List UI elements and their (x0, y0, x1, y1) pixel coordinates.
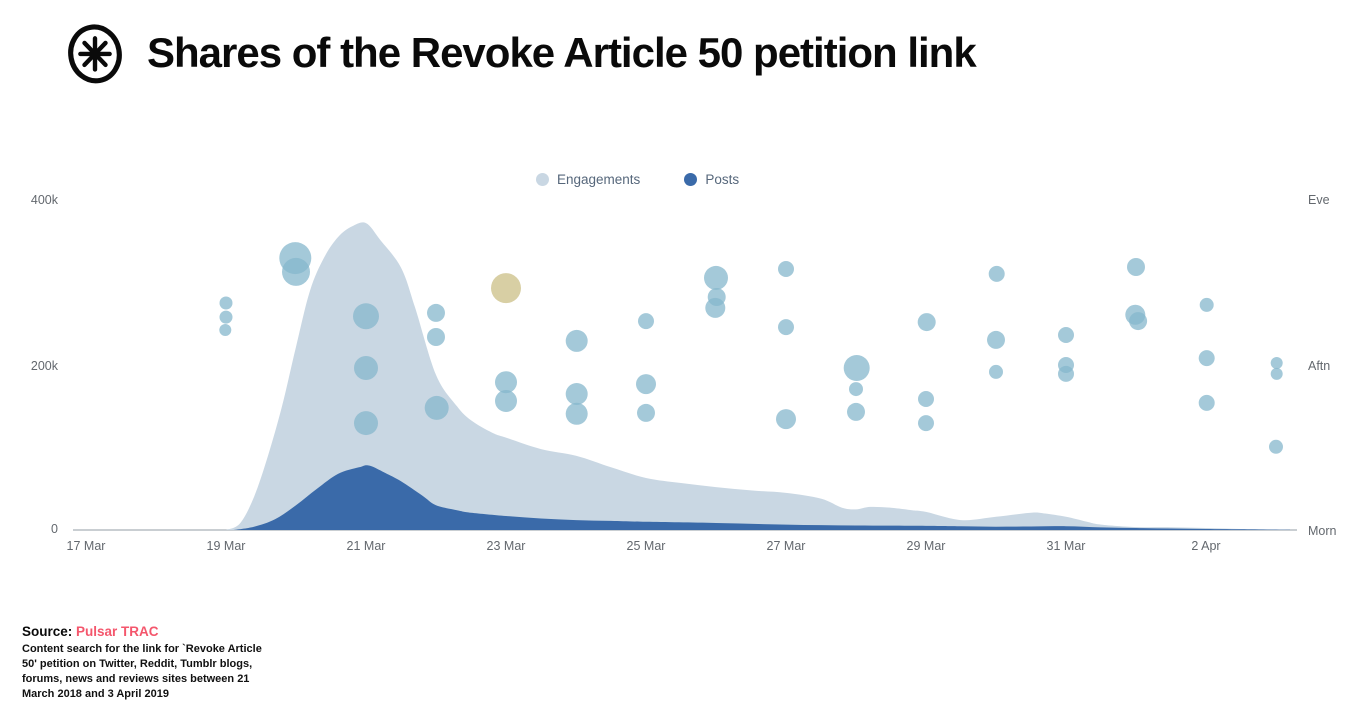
x-axis-tick-21mar: 21 Mar (346, 539, 386, 553)
bubble[interactable] (776, 409, 796, 430)
pulsar-asterisk-logo-icon (68, 24, 122, 84)
page-title: Shares of the Revoke Article 50 petition… (147, 29, 977, 76)
bubble[interactable] (917, 313, 936, 332)
y-axis-tick-400k: 400k (30, 193, 58, 207)
x-axis-tick-29mar: 29 Mar (906, 539, 946, 553)
x-axis-tick-2apr: 2 Apr (1191, 539, 1221, 553)
engagements-dot-icon (536, 173, 549, 186)
bubble[interactable] (354, 356, 378, 380)
bubble[interactable] (704, 265, 728, 290)
bubble[interactable] (282, 257, 310, 286)
posts-dot-icon (684, 173, 698, 186)
bubble[interactable] (843, 355, 870, 381)
x-axis-tick-23mar: 23 Mar (486, 539, 526, 553)
bubble[interactable] (491, 273, 521, 304)
bubble[interactable] (219, 310, 233, 324)
y-axis-tick-0: 0 (51, 522, 58, 536)
bubble[interactable] (918, 415, 934, 432)
y-axis-tick-eve: Eve (1308, 193, 1330, 207)
bubble[interactable] (353, 303, 379, 330)
legend: Engagements Posts (536, 172, 739, 187)
bubble[interactable] (1058, 327, 1074, 343)
bubble[interactable] (705, 297, 726, 318)
posts-area (233, 465, 1290, 530)
header: Shares of the Revoke Article 50 petition… (63, 20, 977, 86)
bubble[interactable] (1269, 439, 1283, 454)
legend-item-engagements[interactable]: Engagements (536, 172, 640, 187)
bubble[interactable] (1199, 297, 1214, 312)
bubble[interactable] (1270, 357, 1283, 369)
x-axis-tick-25mar: 25 Mar (626, 539, 666, 553)
bubble[interactable] (565, 402, 588, 425)
bubble[interactable] (778, 261, 794, 277)
bubble[interactable] (637, 403, 655, 422)
bubble[interactable] (638, 313, 654, 330)
x-axis-tick-31mar: 31 Mar (1046, 539, 1086, 553)
bubble[interactable] (988, 265, 1005, 282)
bubble[interactable] (1058, 365, 1074, 382)
source-brand-link[interactable]: Pulsar TRAC (76, 624, 159, 639)
bubble[interactable] (918, 391, 934, 407)
bubble[interactable] (1129, 312, 1148, 331)
x-axis-tick-27mar: 27 Mar (766, 539, 806, 553)
bubble[interactable] (1270, 367, 1283, 380)
y-axis-tick-200k: 200k (30, 359, 58, 373)
bubble[interactable] (849, 382, 863, 397)
y-axis-tick-morn: Morn (1308, 524, 1337, 538)
bubble[interactable] (778, 319, 794, 336)
x-axis-tick-19mar: 19 Mar (206, 539, 246, 553)
legend-label-posts: Posts (705, 172, 740, 187)
bubble[interactable] (636, 374, 656, 395)
y-axis-tick-aftn: Aftn (1308, 359, 1331, 373)
bubble[interactable] (427, 303, 445, 322)
bubble[interactable] (495, 390, 517, 412)
bubble[interactable] (219, 324, 232, 336)
source-block: Source: Pulsar TRAC Content search for t… (22, 624, 282, 701)
bubble[interactable] (565, 329, 588, 352)
bubble[interactable] (987, 330, 1005, 349)
bubble[interactable] (1127, 258, 1145, 276)
bubble[interactable] (354, 411, 378, 436)
bubble[interactable] (427, 328, 445, 346)
legend-label-engagements: Engagements (557, 172, 641, 187)
bubble[interactable] (495, 371, 517, 394)
bubble[interactable] (424, 395, 449, 420)
engagements-area (226, 222, 1290, 530)
bubble[interactable] (1198, 394, 1215, 411)
source-label: Source: (22, 624, 73, 639)
bubble[interactable] (565, 383, 588, 405)
bubble[interactable] (1198, 350, 1215, 367)
bubble[interactable] (219, 296, 233, 310)
source-description: Content search for the link for `Revoke … (22, 643, 262, 700)
legend-item-posts[interactable]: Posts (684, 172, 739, 187)
x-axis-tick-17mar: 17 Mar (66, 539, 106, 553)
bubble[interactable] (989, 364, 1003, 379)
bubble[interactable] (847, 402, 865, 421)
